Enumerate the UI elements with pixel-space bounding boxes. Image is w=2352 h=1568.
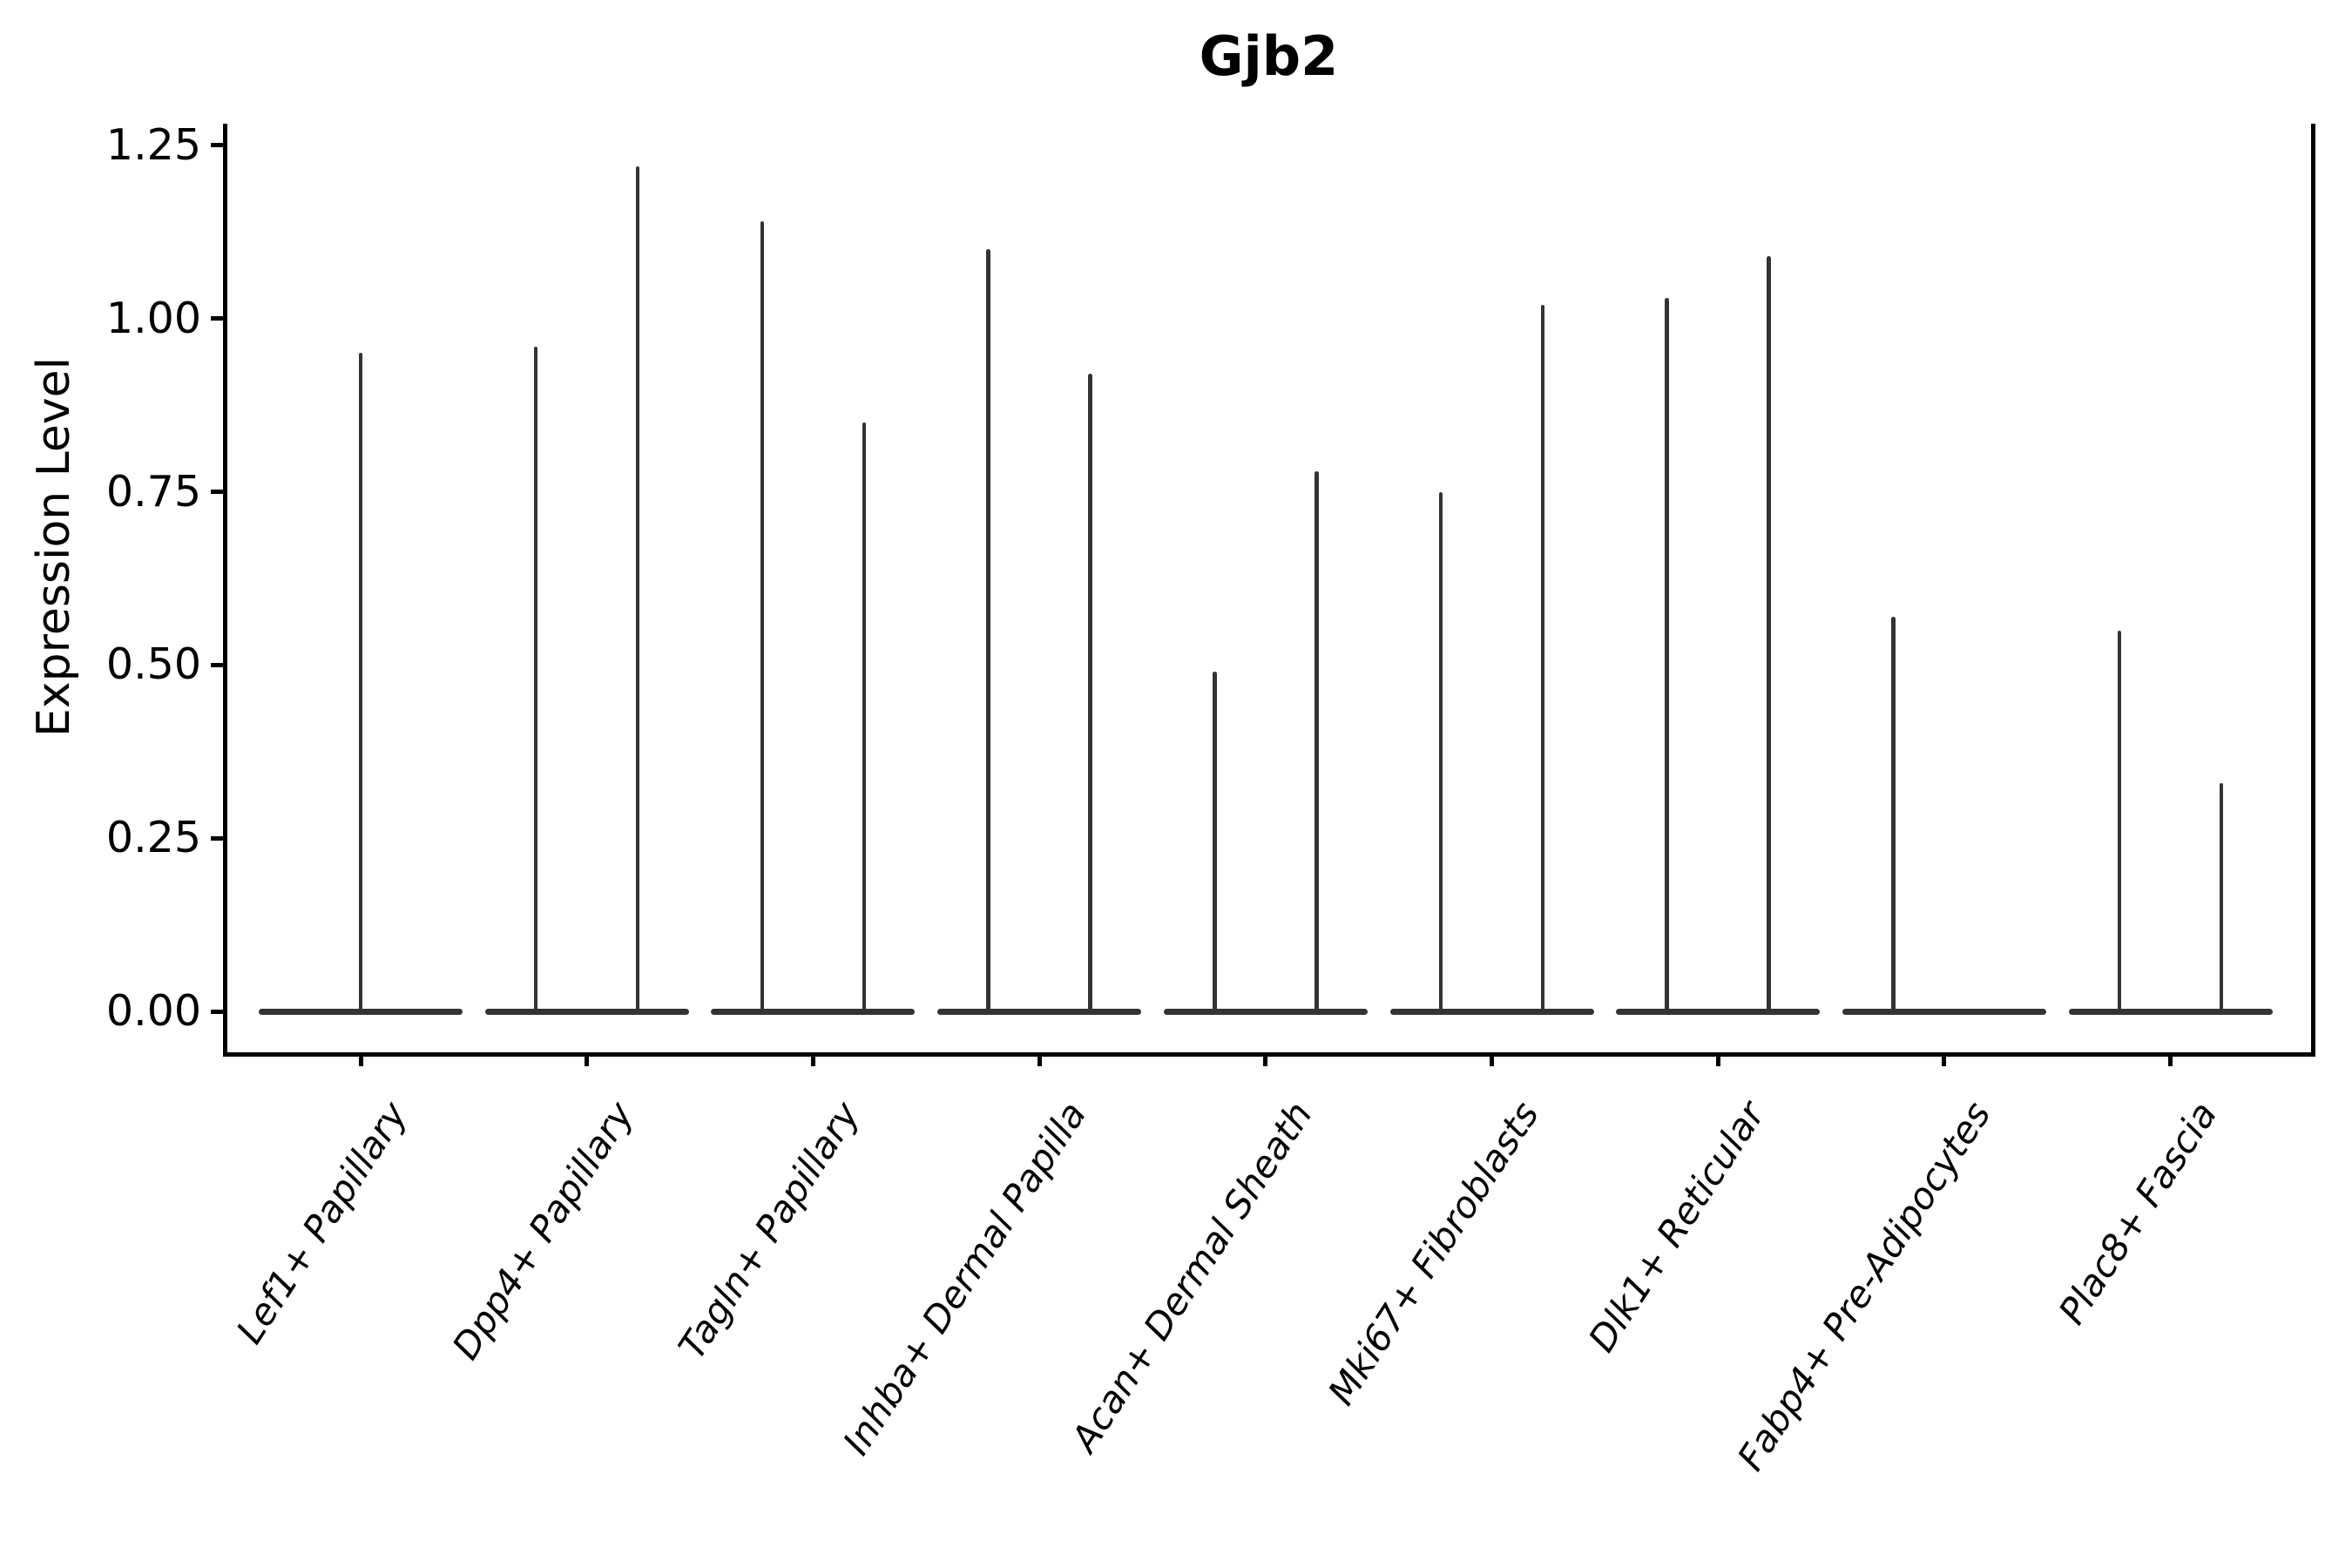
violin-base-bar xyxy=(1616,1008,1821,1015)
x-tick-mark xyxy=(1490,1052,1494,1066)
violin-max-spike xyxy=(1213,672,1217,1011)
x-tick-mark xyxy=(1715,1052,1720,1066)
x-tick-mark xyxy=(358,1052,363,1066)
x-tick-label: Dlk1+ Reticular xyxy=(1579,1094,1774,1360)
bottom-axis-spine xyxy=(223,1052,2315,1057)
violin-base-bar xyxy=(2068,1008,2273,1015)
x-tick-label: Inhba+ Dermal Papilla xyxy=(834,1094,1095,1463)
violin-max-spike xyxy=(862,422,867,1011)
chart-title: Gjb2 xyxy=(1199,24,1339,88)
violin-max-spike xyxy=(1438,491,1443,1011)
x-tick-mark xyxy=(810,1052,815,1066)
violin-max-spike xyxy=(1315,470,1319,1011)
violin-max-spike xyxy=(533,346,538,1011)
violin-base-bar xyxy=(259,1008,463,1015)
violin-max-spike xyxy=(1540,304,1545,1011)
violin-base-bar xyxy=(484,1008,689,1015)
x-tick-mark xyxy=(1942,1052,1947,1066)
violin-base-bar xyxy=(1842,1008,2046,1015)
y-tick-label: 1.25 xyxy=(105,119,201,170)
x-tick-mark xyxy=(585,1052,590,1066)
violin-max-spike xyxy=(986,249,990,1011)
violin-max-spike xyxy=(635,166,640,1011)
x-tick-mark xyxy=(1263,1052,1268,1066)
x-tick-label: Tagln+ Papillary xyxy=(670,1094,868,1367)
y-tick-label: 0.00 xyxy=(105,986,201,1036)
y-tick-label: 0.50 xyxy=(105,639,201,690)
violin-base-bar xyxy=(711,1008,916,1015)
x-tick-mark xyxy=(1037,1052,1042,1066)
y-tick-mark xyxy=(211,1009,225,1014)
y-tick-mark xyxy=(211,662,225,667)
y-tick-mark xyxy=(211,490,225,495)
violin-max-spike xyxy=(1088,374,1092,1011)
y-tick-label: 0.25 xyxy=(105,813,201,863)
y-tick-mark xyxy=(211,835,225,841)
violin-max-spike xyxy=(358,353,363,1011)
x-tick-mark xyxy=(2168,1052,2173,1066)
y-tick-label: 1.00 xyxy=(105,293,201,343)
y-tick-mark xyxy=(211,143,225,148)
x-tick-label: Mki67+ Fibroblasts xyxy=(1319,1094,1547,1413)
violin-base-bar xyxy=(1163,1008,1368,1015)
x-tick-label: Lef1+ Papillary xyxy=(227,1094,416,1351)
violin-max-spike xyxy=(1891,616,1896,1011)
x-tick-label: Dpp4+ Papillary xyxy=(443,1094,642,1368)
x-tick-label: Plac8+ Fascia xyxy=(2050,1094,2226,1332)
y-tick-label: 0.75 xyxy=(105,466,201,517)
x-tick-label: Acan+ Dermal Sheath xyxy=(1063,1094,1321,1460)
violin-max-spike xyxy=(2117,630,2122,1011)
x-tick-label: Fabp4+ Pre-Adipocytes xyxy=(1729,1094,2000,1478)
violin-max-spike xyxy=(2219,782,2224,1011)
violin-base-bar xyxy=(937,1008,1142,1015)
violin-max-spike xyxy=(760,221,765,1011)
left-axis-spine xyxy=(223,124,227,1057)
violin-max-spike xyxy=(1665,297,1669,1011)
y-tick-mark xyxy=(211,316,225,321)
violin-base-bar xyxy=(1389,1008,1594,1015)
right-axis-spine xyxy=(2311,124,2315,1057)
violin-max-spike xyxy=(1767,256,1771,1011)
